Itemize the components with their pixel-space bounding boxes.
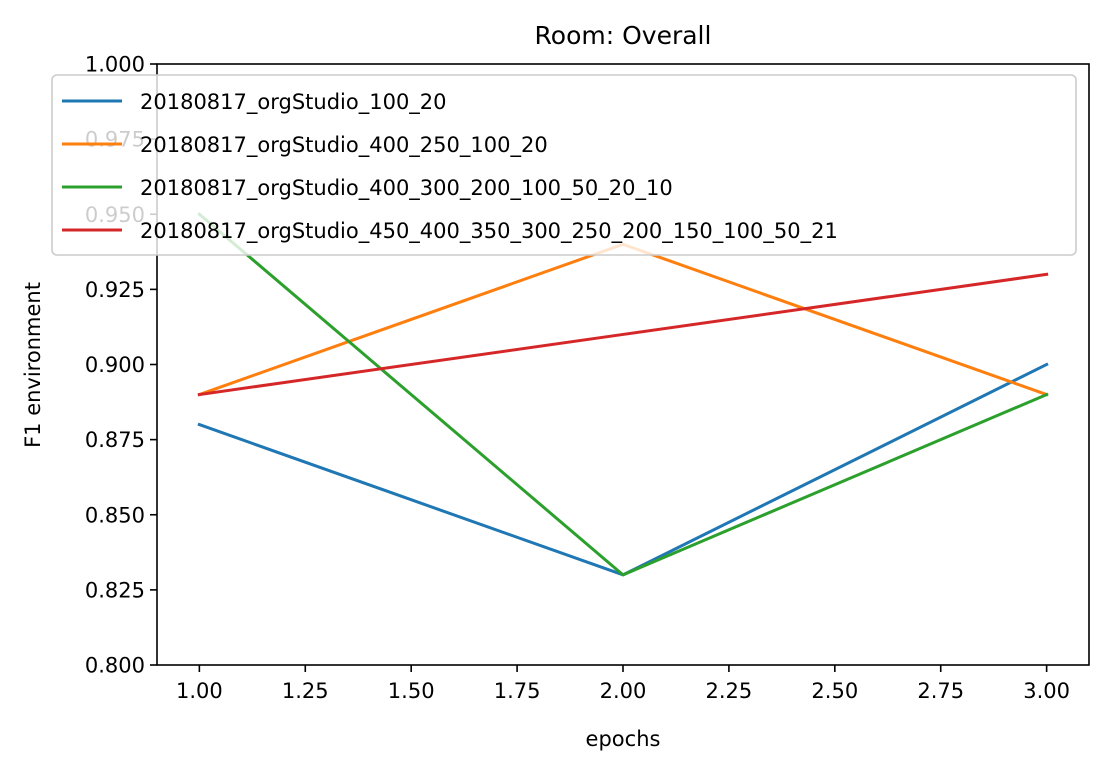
series-line-4 xyxy=(197,272,1049,397)
y-axis-label: F1 environment xyxy=(21,282,45,448)
chart-title: Room: Overall xyxy=(535,21,712,50)
x-tick-label: 1.75 xyxy=(494,679,541,703)
legend-label-3: 20180817_orgStudio_400_300_200_100_50_20… xyxy=(140,176,673,201)
x-tick-label: 3.00 xyxy=(1023,679,1070,703)
x-tick-label: 2.00 xyxy=(600,679,647,703)
legend-label-4: 20180817_orgStudio_450_400_350_300_250_2… xyxy=(140,219,838,244)
x-axis-ticks: 1.00 1.25 1.50 1.75 2.00 2.25 2.50 2.75 3.00 xyxy=(176,665,1070,703)
y-tick-label: 0.825 xyxy=(85,578,145,602)
legend-label-2: 20180817_orgStudio_400_250_100_20 xyxy=(140,133,548,158)
x-tick-label: 1.50 xyxy=(388,679,435,703)
y-tick-label: 0.875 xyxy=(85,428,145,452)
y-tick-label: 0.850 xyxy=(85,503,145,527)
y-tick-label: 1.000 xyxy=(85,53,145,77)
legend-box xyxy=(51,74,1077,256)
x-tick-label: 1.00 xyxy=(176,679,223,703)
x-axis-label: epochs xyxy=(586,727,661,751)
y-tick-label: 0.900 xyxy=(85,353,145,377)
x-tick-label: 1.25 xyxy=(282,679,329,703)
x-tick-label: 2.50 xyxy=(811,679,858,703)
legend: 20180817_orgStudio_100_20 20180817_orgStu… xyxy=(51,74,1077,256)
series-line-3 xyxy=(197,212,1049,577)
legend-label-1: 20180817_orgStudio_100_20 xyxy=(140,90,447,115)
x-tick-label: 2.75 xyxy=(917,679,964,703)
y-tick-label: 0.925 xyxy=(85,278,145,302)
y-tick-label: 0.800 xyxy=(85,654,145,678)
x-tick-label: 2.25 xyxy=(706,679,753,703)
